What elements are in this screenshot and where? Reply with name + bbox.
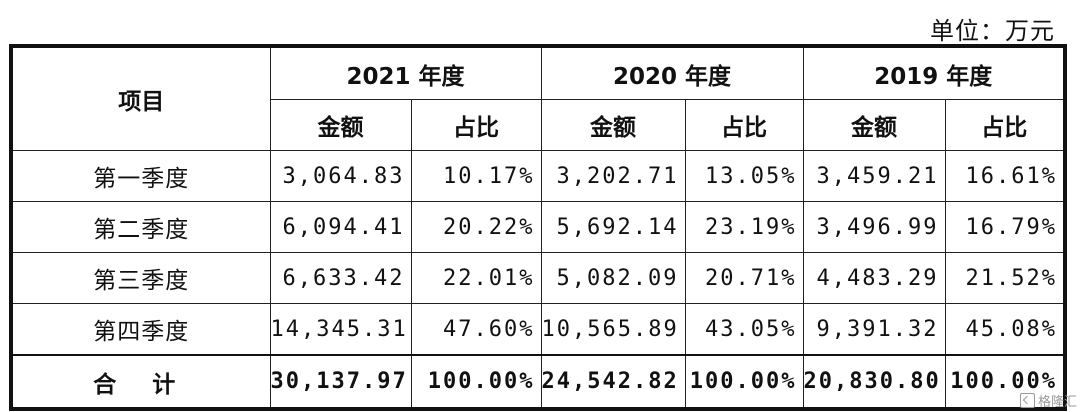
cell-ratio-2019: 21.52% (944, 252, 1065, 304)
total-label: 合 计 (11, 354, 271, 409)
cell-amount-2021: 6,633.42 (269, 252, 412, 304)
cell-ratio-2021: 22.01% (410, 252, 542, 304)
row-label: 第一季度 (11, 150, 271, 202)
table-row: 第一季度 3,064.83 10.17% 3,202.71 13.05% 3,4… (11, 150, 1065, 202)
header-year-2021: 2021 年度 (269, 46, 542, 100)
header-ratio-2019: 占比 (944, 99, 1065, 151)
total-ratio-2021: 100.00% (410, 354, 542, 409)
cell-amount-2021: 3,064.83 (269, 150, 412, 202)
header-year-2020: 2020 年度 (540, 46, 804, 100)
cell-ratio-2020: 43.05% (684, 303, 804, 356)
cell-ratio-2020: 20.71% (684, 252, 804, 304)
row-label: 第四季度 (11, 303, 271, 356)
header-ratio-2021: 占比 (410, 99, 542, 151)
table-row: 第四季度 14,345.31 47.60% 10,565.89 43.05% 9… (11, 303, 1065, 356)
header-amount-2021: 金额 (269, 99, 412, 151)
quarterly-revenue-table: 项目 2021 年度 2020 年度 2019 年度 金额 占比 金额 占比 金… (9, 44, 1067, 411)
header-amount-2019: 金额 (802, 99, 946, 151)
total-ratio-2019: 100.00% (944, 354, 1065, 409)
header-item: 项目 (11, 46, 271, 151)
cell-amount-2019: 4,483.29 (802, 252, 946, 304)
cell-amount-2020: 5,082.09 (540, 252, 686, 304)
total-amount-2020: 24,542.82 (540, 354, 686, 409)
total-amount-2021: 30,137.97 (269, 354, 412, 409)
header-year-2019: 2019 年度 (802, 46, 1065, 100)
cell-ratio-2021: 10.17% (410, 150, 542, 202)
cell-ratio-2019: 45.08% (944, 303, 1065, 356)
unit-label: 单位：万元 (930, 17, 1055, 45)
cell-amount-2019: 3,459.21 (802, 150, 946, 202)
cell-ratio-2020: 13.05% (684, 150, 804, 202)
cell-amount-2021: 6,094.41 (269, 201, 412, 253)
table-row: 第三季度 6,633.42 22.01% 5,082.09 20.71% 4,4… (11, 252, 1065, 304)
cell-amount-2019: 9,391.32 (802, 303, 946, 356)
table-row: 第二季度 6,094.41 20.22% 5,692.14 23.19% 3,4… (11, 201, 1065, 253)
cell-ratio-2019: 16.61% (944, 150, 1065, 202)
cell-amount-2020: 5,692.14 (540, 201, 686, 253)
header-row-years: 项目 2021 年度 2020 年度 2019 年度 (11, 46, 1065, 151)
row-label: 第三季度 (11, 252, 271, 304)
watermark-text: 格隆汇 (1037, 395, 1077, 410)
watermark: 格隆汇 (1019, 391, 1077, 410)
total-row: 合 计 30,137.97 100.00% 24,542.82 100.00% … (11, 354, 1065, 409)
cell-ratio-2019: 16.79% (944, 201, 1065, 253)
cell-amount-2021: 14,345.31 (269, 303, 412, 356)
cell-ratio-2020: 23.19% (684, 201, 804, 253)
cell-ratio-2021: 20.22% (410, 201, 542, 253)
cell-amount-2020: 3,202.71 (540, 150, 686, 202)
cell-amount-2020: 10,565.89 (540, 303, 686, 356)
header-ratio-2020: 占比 (684, 99, 804, 151)
cell-ratio-2021: 47.60% (410, 303, 542, 356)
row-label: 第二季度 (11, 201, 271, 253)
total-ratio-2020: 100.00% (684, 354, 804, 409)
total-amount-2019: 20,830.80 (802, 354, 946, 409)
cell-amount-2019: 3,496.99 (802, 201, 946, 253)
header-amount-2020: 金额 (540, 99, 686, 151)
gelonghui-logo-icon (1019, 393, 1035, 408)
